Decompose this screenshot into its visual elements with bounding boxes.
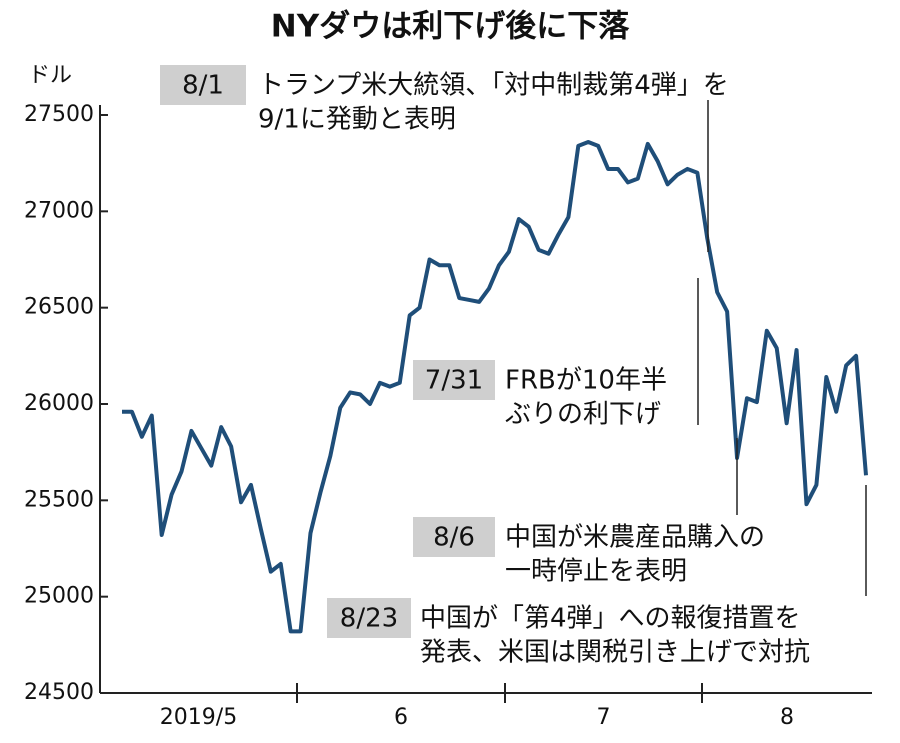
annotation-date: 8/23 [340, 604, 398, 634]
x-tick-label: 6 [394, 705, 408, 730]
y-tick-label: 25500 [24, 487, 94, 512]
y-tick-label: 27000 [24, 198, 94, 223]
date-box [327, 598, 411, 638]
annotation-text: 発表、米国は関税引き上げで対抗 [420, 638, 810, 668]
x-tick-label: 8 [780, 705, 794, 730]
annotation-text: トランプ米大統領、「対中制裁第4弾」を [258, 71, 729, 101]
y-tick-label: 26000 [24, 391, 94, 416]
y-tick-label: 25000 [24, 584, 94, 609]
chart-title: NYダウは利下げ後に下落 [271, 9, 630, 45]
annotation-text: 9/1に発動と表明 [258, 105, 456, 135]
annotation-text: 中国が「第4弾」への報復措置を [420, 604, 801, 634]
annotation-text: FRBが10年半 [505, 366, 667, 396]
annotation-text: ぶりの利下げ [505, 400, 661, 430]
y-tick-label: 24500 [24, 680, 94, 705]
annotation-date: 8/6 [433, 523, 475, 553]
annotation-text: 中国が米農産品購入の [505, 523, 765, 553]
x-tick-label: 7 [597, 705, 611, 730]
date-box [413, 517, 495, 557]
annotation-date: 7/31 [425, 366, 483, 396]
annotation-text: 一時停止を表明 [505, 557, 687, 587]
y-tick-label: 26500 [24, 295, 94, 320]
x-tick-label: 2019/5 [160, 705, 237, 730]
y-tick-label: 27500 [24, 102, 94, 127]
y-unit: ドル [28, 63, 72, 88]
series-line [122, 139, 868, 634]
date-box [160, 65, 246, 105]
date-box [413, 360, 495, 400]
annotation-date: 8/1 [182, 71, 224, 101]
